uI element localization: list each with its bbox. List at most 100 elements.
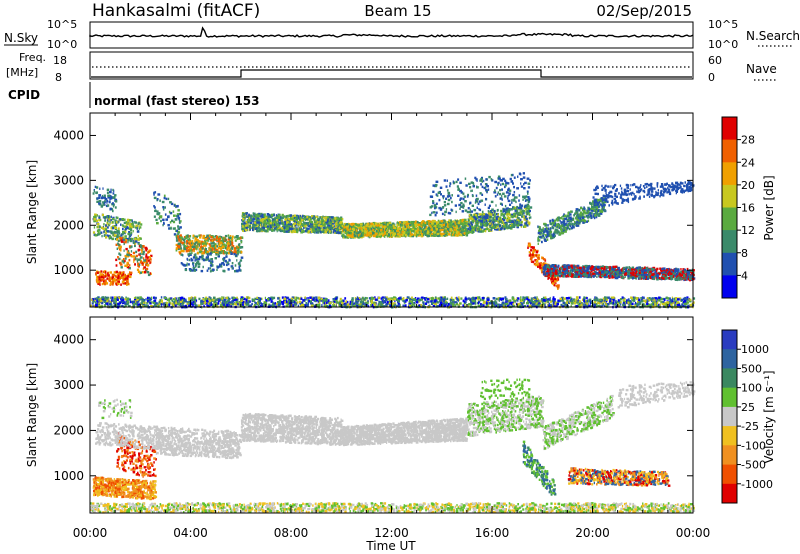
heatmap-cell — [142, 250, 145, 253]
heatmap-cell — [310, 230, 314, 233]
heatmap-cell — [139, 252, 142, 256]
heatmap-cell — [480, 226, 484, 229]
heatmap-cell — [145, 263, 147, 267]
heatmap-cell — [424, 221, 427, 225]
heatmap-cell — [520, 223, 523, 227]
heatmap-cell — [145, 267, 149, 271]
heatmap-cell — [338, 228, 341, 232]
heatmap-cell — [136, 260, 139, 263]
heatmap-cell — [461, 210, 464, 213]
heatmap-cell — [137, 249, 140, 252]
heatmap-cell — [435, 180, 439, 183]
heatmap-cell — [439, 225, 441, 228]
heatmap-cell — [212, 244, 216, 248]
heatmap-cell — [433, 220, 436, 223]
heatmap-cell — [519, 206, 523, 209]
heatmap-cell — [135, 224, 138, 227]
heatmap-cell — [114, 206, 117, 209]
heatmap-cell — [183, 236, 186, 239]
heatmap-cell — [485, 186, 487, 189]
heatmap-cell — [502, 208, 506, 211]
heatmap-cell — [498, 224, 502, 227]
heatmap-cell — [440, 219, 444, 223]
heatmap-cell — [315, 227, 318, 230]
heatmap-cell — [399, 223, 402, 226]
heatmap-cell — [240, 246, 244, 249]
heatmap-cell — [176, 213, 180, 216]
heatmap-cell — [464, 209, 468, 212]
heatmap-cell — [312, 227, 314, 230]
heatmap-cell — [139, 261, 143, 264]
heatmap-cell — [153, 191, 155, 195]
heatmap-cell — [234, 239, 237, 242]
heatmap-cell — [93, 190, 95, 193]
heatmap-cell — [548, 276, 550, 280]
heatmap-cell — [121, 260, 125, 263]
heatmap-cell — [517, 175, 519, 178]
heatmap-cell — [109, 236, 112, 239]
heatmap-cell — [124, 227, 127, 231]
heatmap-cell — [383, 235, 386, 238]
heatmap-cell — [122, 271, 125, 274]
heatmap-cell — [99, 232, 101, 235]
heatmap-cell — [227, 238, 231, 241]
heatmap-cell — [202, 258, 206, 262]
heatmap-cell — [446, 195, 450, 198]
heatmap-cell — [468, 230, 472, 234]
heatmap-cell — [149, 261, 151, 265]
heatmap-cell — [330, 224, 332, 227]
heatmap-cell — [115, 200, 118, 203]
heatmap-cell — [218, 237, 221, 241]
heatmap-cell — [293, 220, 296, 223]
heatmap-cell — [325, 219, 327, 222]
heatmap-cell — [119, 276, 121, 279]
heatmap-cell — [93, 219, 97, 223]
heatmap-cell — [319, 230, 322, 234]
heatmap-cell — [510, 215, 513, 218]
heatmap-cell — [180, 244, 182, 247]
heatmap-cell — [187, 253, 190, 256]
heatmap-cell — [245, 220, 248, 224]
heatmap-cell — [234, 264, 237, 267]
heatmap-cell — [387, 223, 389, 226]
heatmap-cell — [103, 279, 106, 283]
heatmap-cell — [464, 177, 467, 180]
heatmap-cell — [112, 209, 114, 213]
heatmap-cell — [143, 260, 146, 264]
heatmap-cell — [101, 278, 104, 281]
heatmap-cell — [227, 242, 230, 245]
heatmap-cell — [554, 277, 557, 281]
heatmap-cell — [193, 249, 195, 253]
heatmap-cell — [157, 193, 161, 196]
heatmap-cell — [475, 224, 478, 227]
freq-panel: Freq. [MHz] 18 8 60 0 Nave — [6, 51, 777, 84]
heatmap-cell — [180, 236, 183, 239]
heatmap-cell — [186, 240, 189, 243]
heatmap-cell — [108, 218, 111, 221]
heatmap-cell — [532, 250, 535, 253]
heatmap-cell — [366, 223, 369, 226]
heatmap-cell — [464, 200, 467, 203]
heatmap-cell — [515, 200, 517, 204]
heatmap-cell — [352, 228, 356, 231]
heatmap-cell — [215, 253, 218, 256]
heatmap-cell — [459, 198, 461, 201]
heatmap-cell — [145, 249, 148, 252]
heatmap-cell — [474, 176, 477, 180]
heatmap-cell — [242, 229, 244, 232]
heatmap-cell — [350, 223, 353, 226]
heatmap-cell — [211, 239, 214, 243]
heatmap-cell — [188, 239, 192, 242]
heatmap-cell — [494, 213, 496, 216]
heatmap-cell — [114, 230, 117, 234]
heatmap-cell — [261, 226, 264, 229]
heatmap-cell — [118, 252, 121, 255]
heatmap-cell — [314, 220, 316, 223]
heatmap-cell — [188, 252, 192, 255]
heatmap-cell — [140, 245, 143, 248]
cpid-text: normal (fast stereo) 153 — [94, 94, 260, 108]
heatmap-cell — [134, 226, 138, 229]
heatmap-cell — [175, 229, 177, 233]
heatmap-cell — [181, 241, 185, 244]
heatmap-cell — [156, 222, 159, 225]
